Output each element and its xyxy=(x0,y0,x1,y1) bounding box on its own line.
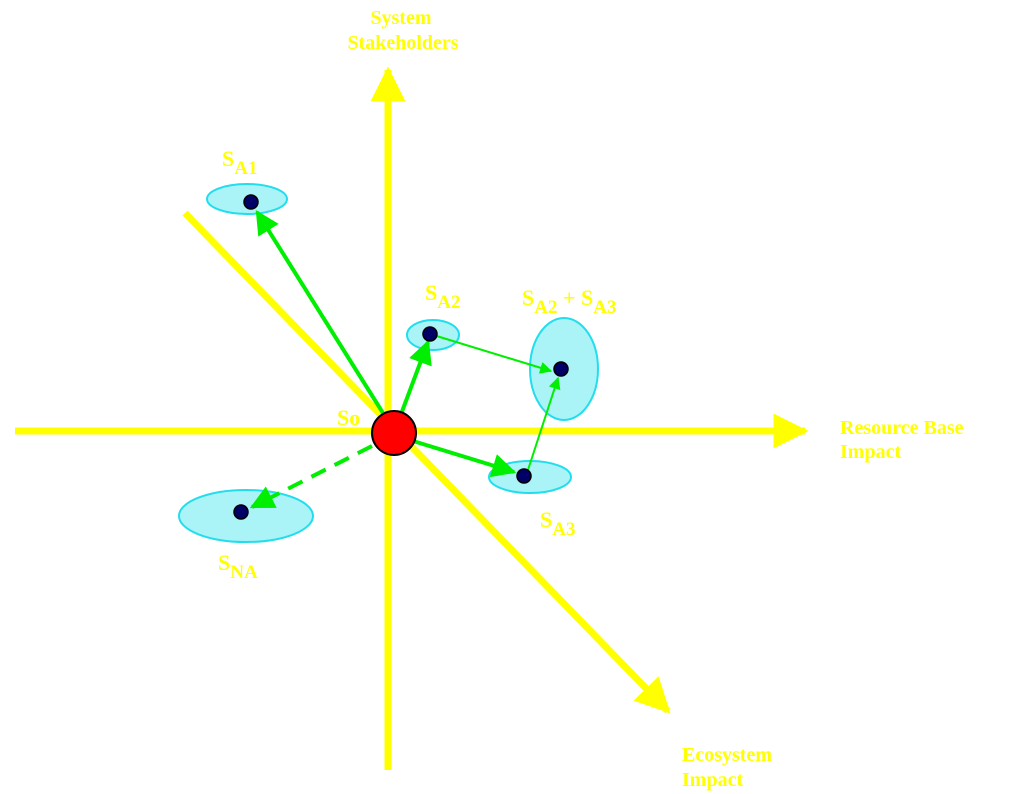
sa2-point xyxy=(422,326,438,342)
combined-point xyxy=(553,361,569,377)
arrow-sa3-to-combined xyxy=(525,376,561,477)
arrow-sa2-to-combined xyxy=(429,333,553,374)
vertical-axis-label: System Stakeholders xyxy=(347,7,458,54)
state-points xyxy=(233,194,569,520)
arrow-to-sa1 xyxy=(255,209,395,431)
combined-label: SA2 + SA3 xyxy=(522,285,617,318)
arrow-to-sna xyxy=(249,444,373,509)
diagonal-axis-label: Ecosystem Impact xyxy=(682,744,772,791)
arrow-to-sa3 xyxy=(399,435,517,478)
sna-label: SNA xyxy=(218,550,258,583)
sa1-label: SA1 xyxy=(222,146,257,179)
sa3-point xyxy=(516,468,532,484)
sa1-point xyxy=(243,194,259,210)
origin-point xyxy=(371,410,417,456)
transitions xyxy=(249,209,561,509)
origin-label: So xyxy=(337,405,360,430)
arrow-to-sa2 xyxy=(395,339,432,426)
sna-point xyxy=(233,504,249,520)
sa2-label: SA2 xyxy=(425,280,460,313)
ecosystem-impact-axis xyxy=(182,210,671,714)
sa3-label: SA3 xyxy=(540,507,575,540)
horizontal-axis-label: Resource Base Impact xyxy=(840,417,964,463)
